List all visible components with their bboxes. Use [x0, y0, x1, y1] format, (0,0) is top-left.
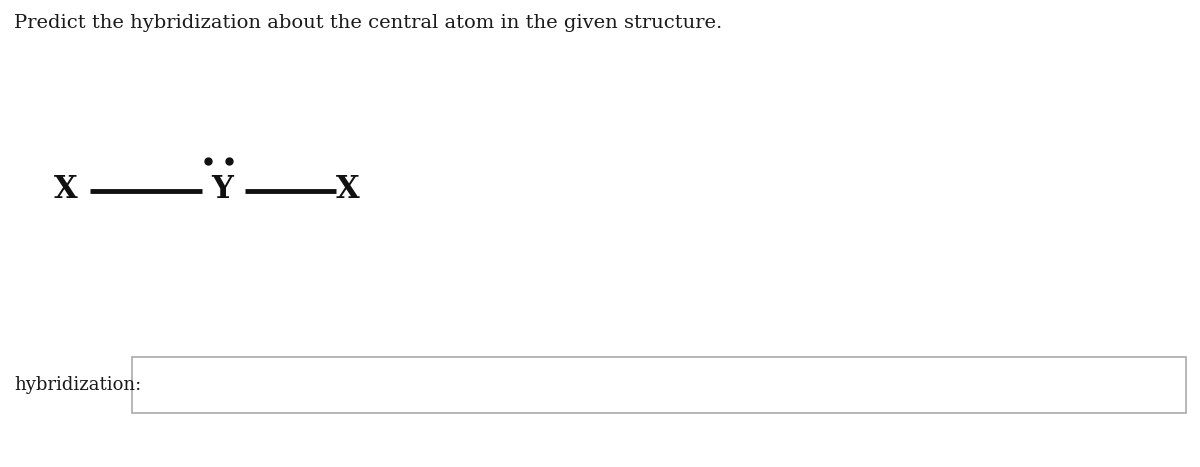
Text: Predict the hybridization about the central atom in the given structure.: Predict the hybridization about the cent…: [14, 14, 722, 32]
Text: X: X: [54, 174, 78, 205]
Text: Y: Y: [211, 174, 233, 205]
Bar: [132, 357, 1186, 413]
Text: X: X: [336, 174, 360, 205]
Text: hybridization:: hybridization:: [14, 376, 142, 394]
